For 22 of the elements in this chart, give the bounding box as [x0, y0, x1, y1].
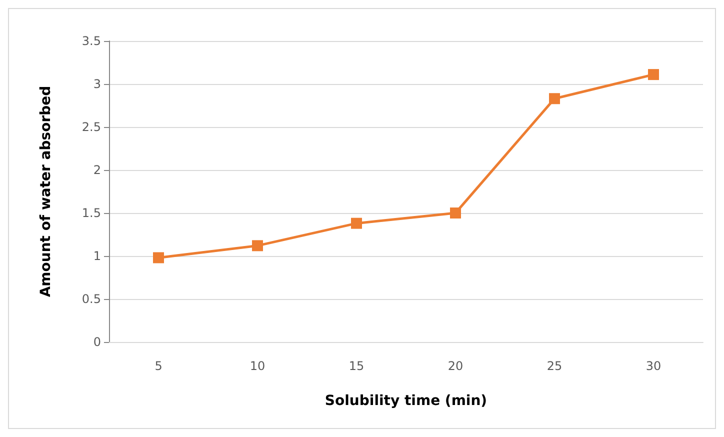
y-tick-label: 1 — [93, 249, 101, 263]
point — [351, 218, 362, 229]
x-tick-label: 25 — [546, 359, 562, 373]
y-tick-label: 3.5 — [82, 34, 101, 48]
x-tick-label: 10 — [250, 359, 266, 373]
y-tick-label: 3 — [93, 77, 101, 91]
x-tick-label: 20 — [448, 359, 464, 373]
y-tick-label: 2.5 — [82, 120, 101, 134]
point — [153, 252, 164, 264]
y-tick-label: 0.5 — [82, 292, 101, 306]
point — [450, 208, 461, 218]
x-tick-label: 5 — [154, 359, 162, 373]
point — [648, 69, 659, 80]
y-tick-label: 2 — [93, 163, 101, 177]
x-axis-title: Solubility time (min) — [324, 393, 488, 409]
y-tick-label: 0 — [93, 335, 101, 349]
y-tick-label: 1.5 — [82, 206, 101, 220]
y-axis-title: Amount of water absorbed — [38, 86, 54, 298]
x-tick-label: 30 — [646, 359, 662, 373]
x-tick-label: 15 — [348, 359, 364, 373]
point — [549, 93, 560, 104]
point — [252, 240, 263, 252]
